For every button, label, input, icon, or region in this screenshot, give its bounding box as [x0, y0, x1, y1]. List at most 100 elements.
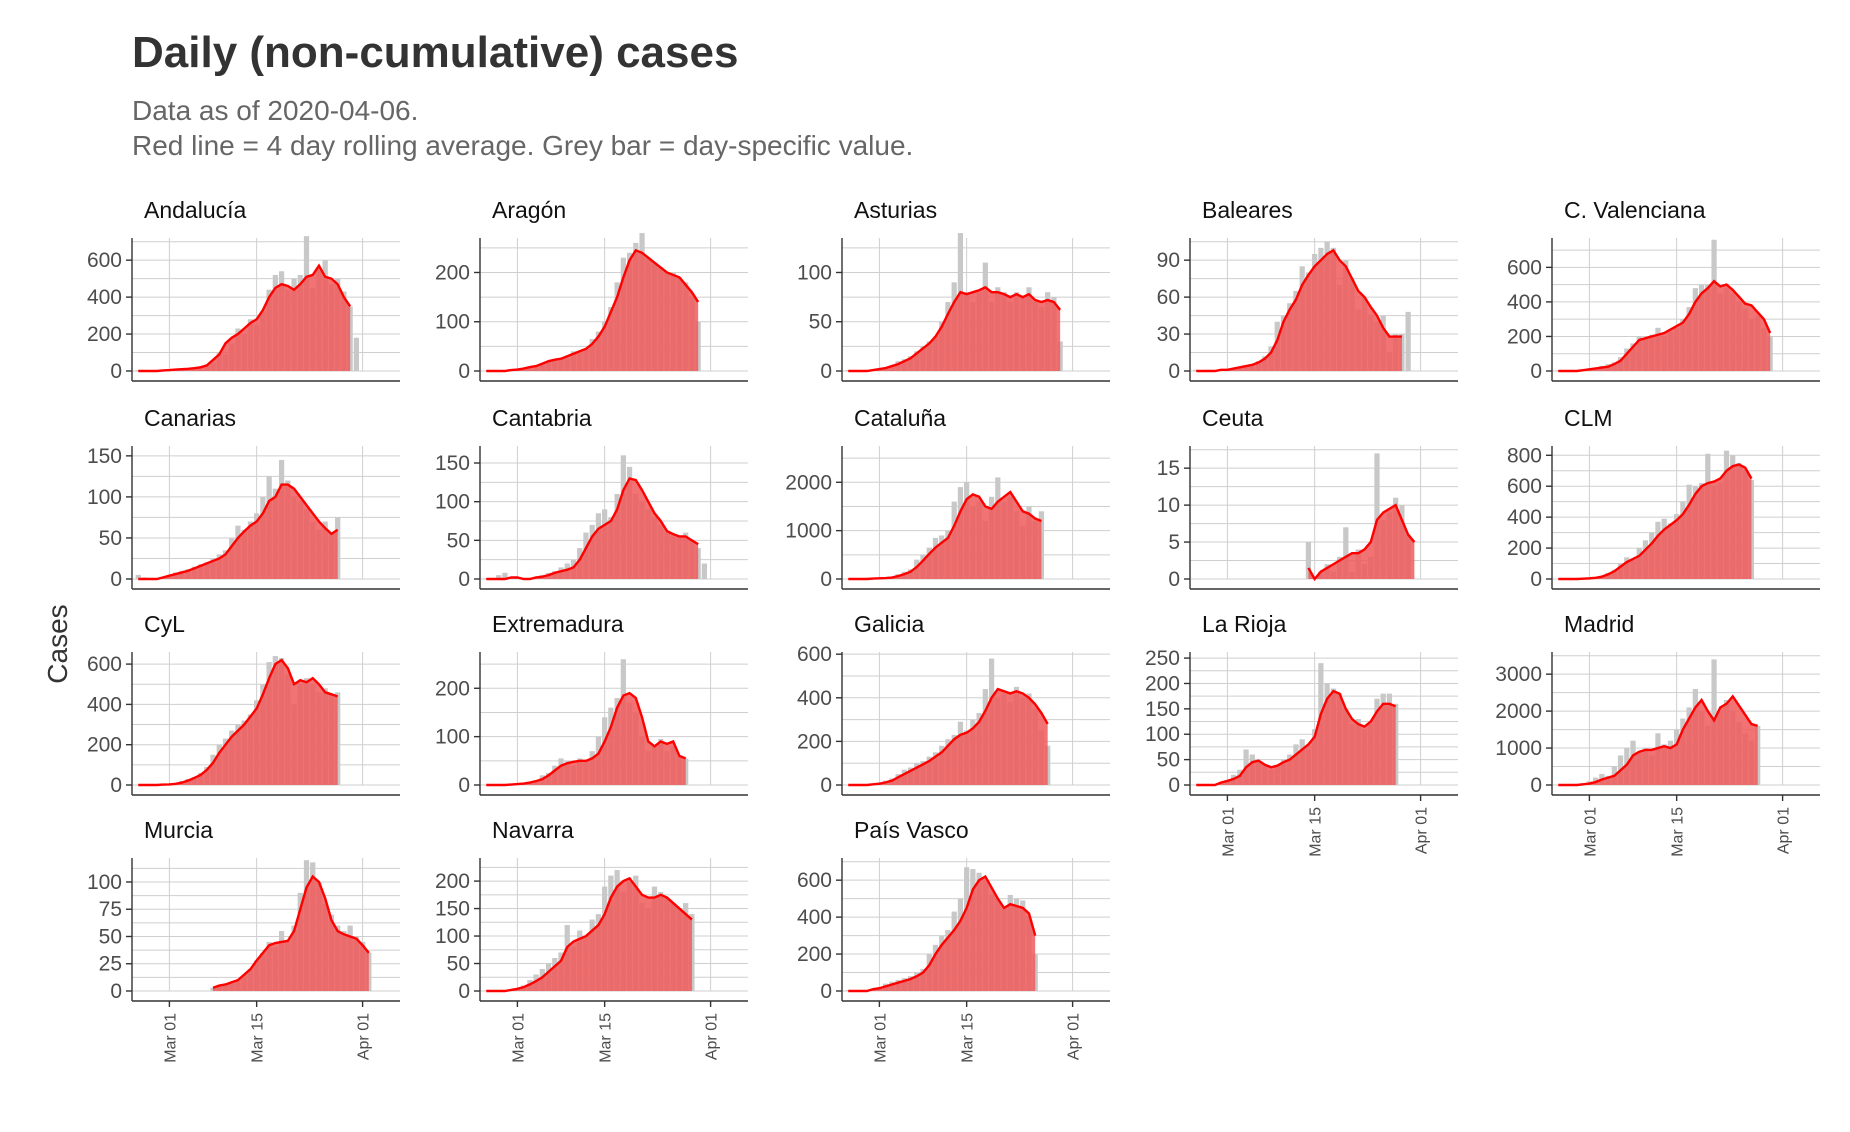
y-tick-label: 0	[820, 568, 832, 591]
daily-bar	[353, 337, 359, 371]
y-tick-label: 600	[87, 653, 122, 676]
facet-pais-vasco: País Vasco 0 200 400 600 Mar 01 Mar 15 Apr 01	[797, 817, 1110, 1063]
facet-title: Baleares	[1202, 197, 1293, 223]
y-tick-label: 50	[447, 529, 470, 552]
y-tick-label: 600	[1507, 256, 1542, 279]
rolling-average-area	[486, 693, 686, 785]
facet-title: Cantabria	[492, 405, 592, 431]
x-tick-label: Mar 01	[162, 1013, 179, 1063]
rolling-average-line	[486, 477, 699, 581]
y-tick-label: 60	[1157, 286, 1180, 309]
y-tick-label: 0	[458, 568, 470, 591]
x-tick-label: Mar 01	[1582, 807, 1599, 857]
facet-murcia: Murcia 0 25 50 75 100 Mar 01 Mar 15 Apr 01	[87, 817, 400, 1063]
y-tick-label: 100	[87, 871, 122, 894]
facet-baleares: Baleares 0 30 60 90	[1157, 197, 1458, 383]
rolling-average-line	[138, 263, 352, 373]
y-tick-label: 200	[87, 323, 122, 346]
y-tick-label: 200	[87, 734, 122, 757]
y-tick-label: 0	[1530, 360, 1542, 383]
rolling-average-line	[1558, 463, 1753, 581]
rolling-average-area	[1308, 505, 1415, 579]
y-tick-label: 30	[1157, 323, 1180, 346]
y-tick-label: 1000	[1495, 737, 1542, 760]
facet-title: Cataluña	[854, 405, 946, 431]
x-tick-label: Mar 15	[960, 1013, 977, 1063]
chart-title: Daily (non-cumulative) cases	[132, 28, 739, 77]
y-tick-label: 800	[1507, 444, 1542, 467]
y-tick-label: 100	[1145, 723, 1180, 746]
rolling-average-line	[848, 874, 1037, 993]
x-tick-label: Apr 01	[1414, 807, 1431, 854]
y-tick-label: 600	[797, 869, 832, 892]
facet-cataluna: Cataluña 0 1000 2000	[785, 405, 1110, 591]
rolling-average-line	[486, 691, 687, 787]
y-tick-label: 200	[435, 261, 470, 284]
y-tick-label: 0	[1168, 360, 1180, 383]
rolling-average-area	[848, 287, 1061, 371]
rolling-average-line	[212, 874, 370, 989]
rolling-average-area	[486, 478, 699, 579]
facet-title: Canarias	[144, 405, 236, 431]
y-tick-label: 200	[1145, 672, 1180, 695]
y-tick-label: 0	[110, 774, 122, 797]
y-tick-label: 600	[1507, 475, 1542, 498]
y-tick-label: 50	[99, 925, 122, 948]
x-tick-label: Mar 15	[250, 1013, 267, 1063]
y-tick-label: 5	[1168, 531, 1180, 554]
y-tick-label: 400	[1507, 291, 1542, 314]
facet-title: Navarra	[492, 817, 574, 843]
chart-subtitle-legend: Red line = 4 day rolling average. Grey b…	[132, 130, 914, 161]
facet-title: CLM	[1564, 405, 1613, 431]
y-tick-label: 25	[99, 953, 122, 976]
y-tick-label: 0	[110, 980, 122, 1003]
daily-bar	[496, 575, 502, 579]
daily-bar	[135, 574, 141, 579]
rolling-average-area	[213, 876, 369, 991]
rolling-average-line	[848, 285, 1062, 373]
facet-title: Aragón	[492, 197, 566, 223]
facet-title: C. Valenciana	[1564, 197, 1706, 223]
y-tick-label: 1000	[785, 520, 832, 543]
y-tick-label: 150	[1145, 698, 1180, 721]
rolling-average-area	[1558, 464, 1752, 579]
rolling-average-area	[486, 250, 699, 371]
daily-bar	[1374, 453, 1380, 579]
y-tick-label: 400	[797, 687, 832, 710]
y-tick-label: 200	[435, 870, 470, 893]
facet-ceuta: Ceuta 0 5 10 15	[1157, 405, 1458, 591]
rolling-average-line	[1196, 248, 1402, 373]
y-tick-label: 0	[820, 980, 832, 1003]
y-tick-label: 400	[87, 286, 122, 309]
rolling-average-area	[848, 689, 1048, 785]
y-tick-label: 0	[110, 360, 122, 383]
y-tick-label: 2000	[1495, 700, 1542, 723]
y-tick-label: 600	[87, 249, 122, 272]
facet-title: Ceuta	[1202, 405, 1264, 431]
facet-cantabria: Cantabria 0 50 100 150	[435, 405, 748, 591]
facet-andalucia: Andalucía 0 200 400 600	[87, 197, 400, 383]
y-tick-label: 150	[87, 445, 122, 468]
chart-subtitle-date: Data as of 2020-04-06.	[132, 95, 419, 126]
rolling-average-line	[1307, 503, 1416, 582]
x-tick-label: Mar 01	[872, 1013, 889, 1063]
y-tick-label: 600	[797, 643, 832, 666]
rolling-average-area	[138, 484, 338, 579]
facet-title: País Vasco	[854, 817, 969, 843]
y-tick-label: 100	[435, 925, 470, 948]
x-tick-label: Mar 15	[1670, 807, 1687, 857]
daily-bar	[1305, 542, 1312, 579]
y-tick-label: 50	[809, 311, 832, 334]
facet-navarra: Navarra 0 50 100 150 200 Mar 01 Mar 15 Apr 01	[435, 817, 748, 1063]
y-tick-label: 0	[458, 360, 470, 383]
facet-madrid: Madrid 0 1000 2000 3000 Mar 01 Mar 15 Apr 01	[1495, 611, 1820, 857]
y-tick-label: 0	[1530, 568, 1542, 591]
facet-title: Galicia	[854, 611, 925, 637]
y-tick-label: 50	[99, 527, 122, 550]
y-tick-label: 400	[1507, 506, 1542, 529]
y-tick-label: 0	[458, 980, 470, 1003]
y-tick-label: 200	[435, 677, 470, 700]
y-tick-label: 2000	[785, 471, 832, 494]
